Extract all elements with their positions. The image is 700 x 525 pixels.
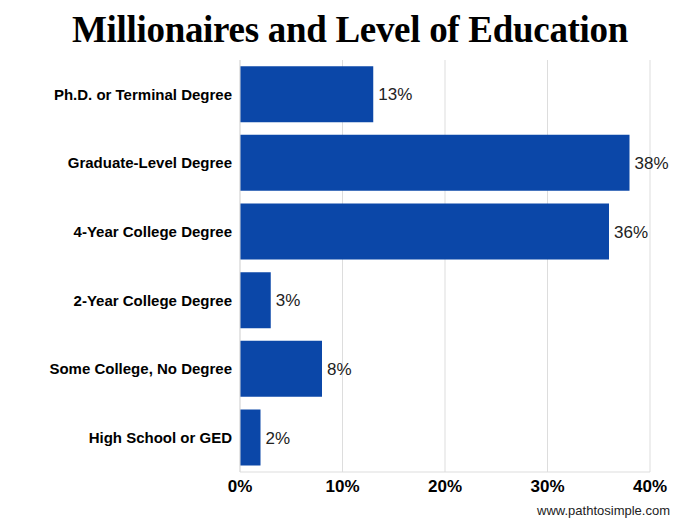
svg-text:36%: 36%: [614, 223, 648, 242]
svg-text:3%: 3%: [276, 291, 301, 310]
html-text:www.pathtosimple.com: www.pathtosimple.com: [537, 503, 670, 518]
svg-text:Some College, No Degree: Some College, No Degree: [49, 360, 232, 377]
svg-text:4-Year College Degree: 4-Year College Degree: [74, 223, 232, 240]
svg-text:38%: 38%: [635, 154, 669, 173]
svg-text:0%: 0%: [228, 477, 253, 496]
svg-text:40%: 40%: [633, 477, 667, 496]
svg-text:2-Year College Degree: 2-Year College Degree: [74, 292, 232, 309]
svg-text:8%: 8%: [327, 360, 352, 379]
svg-text:Ph.D. or Terminal Degree: Ph.D. or Terminal Degree: [54, 86, 232, 103]
svg-text:High School or GED: High School or GED: [89, 429, 233, 446]
html-text:Millionaires and Level of Educ: Millionaires and Level of Education: [71, 9, 629, 50]
svg-text:13%: 13%: [378, 85, 412, 104]
svg-text:10%: 10%: [325, 477, 359, 496]
svg-text:2%: 2%: [266, 429, 291, 448]
svg-text:30%: 30%: [530, 477, 564, 496]
svg-text:Graduate-Level Degree: Graduate-Level Degree: [68, 154, 232, 171]
svg-text:20%: 20%: [428, 477, 462, 496]
